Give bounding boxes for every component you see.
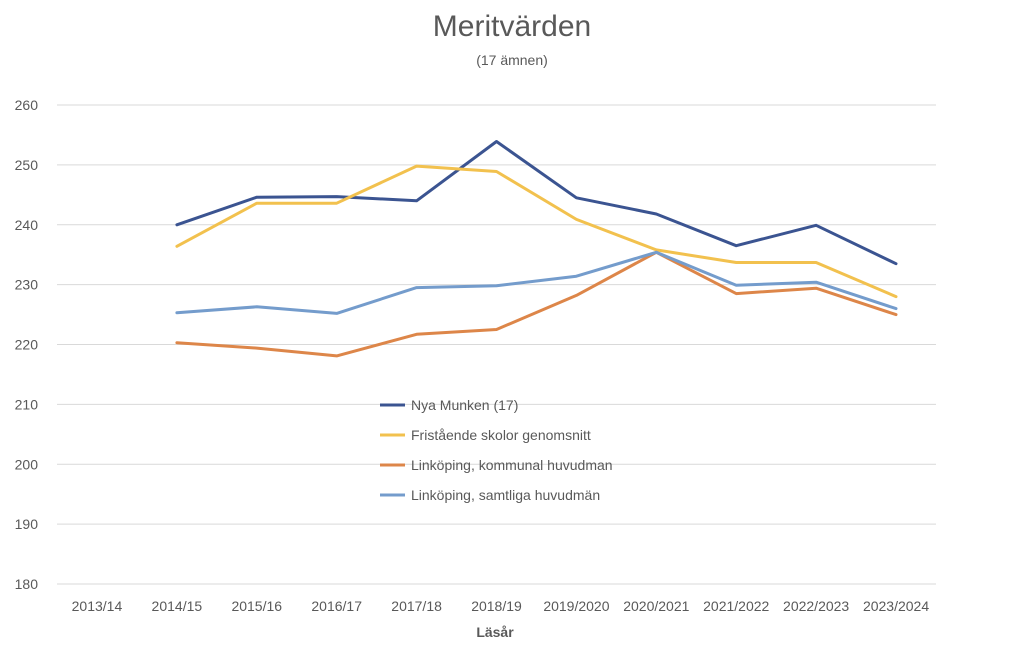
series-line [175,250,898,358]
x-tick-label: 2020/2021 [623,598,689,614]
series-line [175,140,898,266]
y-tick-label: 230 [15,277,39,293]
x-tick-label: 2018/19 [471,598,522,614]
chart-title: Meritvärden [432,10,592,43]
y-tick-label: 240 [15,217,39,233]
x-axis-ticks: 2013/14 2014/15 2015/16 2016/17 2017/18 2018/… [72,598,930,614]
x-tick-label: 2022/2023 [783,598,849,614]
x-tick-label: 2015/16 [231,598,282,614]
x-tick-label: 2016/17 [311,598,362,614]
series-line [175,164,898,299]
y-tick-label: 220 [15,337,39,353]
series-line [175,250,898,315]
y-tick-label: 190 [15,516,39,532]
y-tick-label: 250 [15,157,39,173]
x-tick-label: 2017/18 [391,598,442,614]
legend-label: Linköping, kommunal huvudman [411,457,613,473]
y-tick-label: 180 [15,576,39,592]
x-tick-label: 2023/2024 [863,598,929,614]
series-lines [175,140,898,358]
x-tick-label: 2014/15 [152,598,203,614]
x-tick-label: 2021/2022 [703,598,769,614]
x-tick-label: 2019/2020 [543,598,609,614]
legend-label: Linköping, samtliga huvudmän [411,487,600,503]
chart-subtitle: (17 ämnen) [476,52,548,68]
y-tick-label: 200 [15,456,39,472]
x-tick-label: 2013/14 [72,598,123,614]
y-axis-ticks: 180 190 200 210 220 230 240 250 260 [15,97,39,592]
legend-label: Fristående skolor genomsnitt [411,427,591,443]
x-axis-title: Läsår [476,624,514,640]
legend-label: Nya Munken (17) [411,397,518,413]
y-tick-label: 210 [15,396,39,412]
legend: Nya Munken (17) Fristående skolor genomsn… [380,397,613,503]
y-tick-label: 260 [15,97,39,113]
